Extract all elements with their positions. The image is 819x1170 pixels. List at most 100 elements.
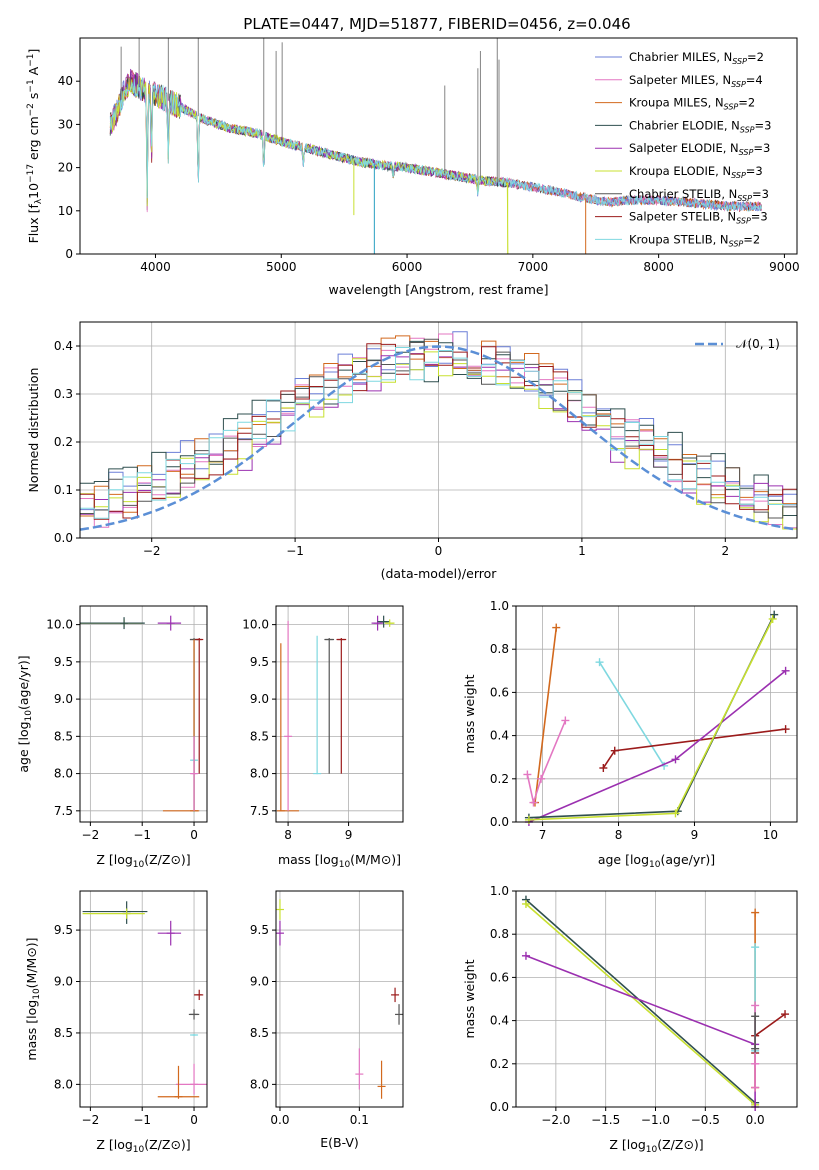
spectrum-panel: 4000 5000 6000 7000 8000 9000 0 10 20 30 40 wavelen… xyxy=(26,37,800,297)
x-tick-label: 8 xyxy=(615,828,623,842)
x-tick-label: 7000 xyxy=(518,260,549,274)
label-part: (Z/Z⊙)] xyxy=(144,852,190,867)
errorbar-point xyxy=(194,989,204,1001)
x-tick-label: 0.0 xyxy=(270,1113,289,1127)
label-part: age [log xyxy=(598,852,649,867)
errorbar-point xyxy=(355,1048,364,1090)
axes-frame xyxy=(275,890,404,1108)
y-tick-label: 0.8 xyxy=(490,927,509,941)
y-tick-label: 0.6 xyxy=(490,685,509,699)
y-tick-label: 10.0 xyxy=(46,618,73,632)
label-part: (Z/Z⊙)] xyxy=(657,1137,703,1152)
y-tick-label: 9.0 xyxy=(250,692,269,706)
label-part: Chabrier STELIB, N xyxy=(629,187,737,201)
age_vs_Z-panel: −2 −1 07.58.08.59.09.510.0Z [log10(Z/Z⊙)]a… xyxy=(16,605,208,870)
label-subscript: SSP xyxy=(724,103,739,112)
x-tick-label: 0 xyxy=(190,828,198,842)
axes-frame xyxy=(79,321,798,539)
x-tick-label: 0.1 xyxy=(350,1113,369,1127)
y-tick-label: 10.0 xyxy=(242,618,269,632)
y-tick-label: 0.4 xyxy=(490,729,509,743)
errorbar-point xyxy=(377,615,390,628)
y-tick-label: 10 xyxy=(58,204,73,218)
errorbar-point xyxy=(395,1004,404,1025)
x-tick-label: 5000 xyxy=(266,260,297,274)
y-axis-label: Normed distribution xyxy=(26,368,41,493)
label-subscript: SSP xyxy=(731,80,746,89)
errorbar-point xyxy=(190,736,199,811)
label-part: −1 xyxy=(26,79,36,92)
label-subscript: SSP xyxy=(732,57,747,66)
weight_vs_Z-panel: −2.0 −1.5 −1.0 −0.5 0.0 0.0 0.2 0.4 0.6 0.8 1.0 mas… xyxy=(462,884,798,1155)
label-part: s xyxy=(26,93,41,104)
errorbar-point xyxy=(157,920,182,946)
label-part: A xyxy=(26,66,41,79)
y-tick-label: 8.5 xyxy=(250,729,269,743)
axes-frame xyxy=(275,605,404,823)
x-tick-label: 0 xyxy=(190,1113,198,1127)
label-part: mass [log xyxy=(24,1000,39,1061)
x-tick-label: 2 xyxy=(721,544,729,558)
label-subscript: 10 xyxy=(24,710,34,722)
axes-frame xyxy=(79,890,208,1108)
errorbar-point xyxy=(275,899,284,920)
y-tick-label: 0.0 xyxy=(490,1100,509,1114)
axes-frame xyxy=(79,605,208,823)
x-tick-label: 9 xyxy=(345,828,353,842)
label-part: Z [log xyxy=(96,1137,132,1152)
y-tick-label: 9.5 xyxy=(54,923,73,937)
x-axis-label: (data-model)/error xyxy=(381,566,498,581)
age_vs_mass-panel: 8 9 7.5 8.0 8.5 9.0 9.5 10.0 mass [log10(M/M⊙)] xyxy=(242,605,404,870)
y-tick-label: 8.5 xyxy=(250,1026,269,1040)
y-tick-label: 0.0 xyxy=(54,531,73,545)
y-tick-label: 30 xyxy=(58,117,73,131)
axes-frame xyxy=(79,37,798,255)
y-tick-label: 40 xyxy=(58,74,73,88)
label-part: Flux [f xyxy=(26,204,41,244)
y-tick-label: 0.6 xyxy=(490,970,509,984)
label-part: =3 xyxy=(751,210,768,224)
label-part: Z [log xyxy=(96,852,132,867)
label-subscript: SSP xyxy=(736,217,751,226)
x-tick-label: −2.0 xyxy=(541,1113,570,1127)
legend-label: Salpeter ELODIE, NSSP=3 xyxy=(629,141,770,157)
errorbar-point xyxy=(275,920,284,946)
x-axis-label: age [log10(age/yr)] xyxy=(598,852,715,870)
x-axis-label: Z [log10(Z/Z⊙)] xyxy=(609,1137,703,1155)
y-tick-label: 0.8 xyxy=(490,642,509,656)
y-tick-label: 9.0 xyxy=(250,975,269,989)
label-part: =2 xyxy=(747,50,764,64)
legend-label: Kroupa ELODIE, NSSP=3 xyxy=(629,164,763,180)
errorbar-point xyxy=(284,620,293,811)
label-subscript: SSP xyxy=(729,239,744,248)
label-part: =3 xyxy=(753,141,770,155)
label-subscript: 10 xyxy=(133,1145,145,1155)
label-subscript: SSP xyxy=(731,171,746,180)
label-part: ] xyxy=(26,49,41,54)
x-tick-label: −2 xyxy=(143,544,161,558)
x-tick-label: 8000 xyxy=(643,260,674,274)
x-tick-label: −1.5 xyxy=(591,1113,620,1127)
label-part: =3 xyxy=(755,118,772,132)
label-subscript: 10 xyxy=(32,988,42,1000)
y-tick-label: 1.0 xyxy=(490,884,509,898)
label-part: Kroupa ELODIE, N xyxy=(629,164,731,178)
label-part: =2 xyxy=(743,232,760,246)
label-part: Salpeter ELODIE, N xyxy=(629,141,739,155)
x-tick-label: −1 xyxy=(133,828,151,842)
label-part: Chabrier ELODIE, N xyxy=(629,118,740,132)
x-axis-label: mass [log10(M/M⊙)] xyxy=(278,852,401,870)
y-tick-label: 9.0 xyxy=(54,975,73,989)
weight-line xyxy=(525,955,756,1107)
y-tick-label: 9.5 xyxy=(250,923,269,937)
x-tick-label: 4000 xyxy=(140,260,171,274)
errorbar-point xyxy=(80,617,145,630)
label-part: −2 xyxy=(26,103,36,116)
label-part: −1 xyxy=(26,54,36,67)
label-part: age [log xyxy=(16,721,31,772)
errorbar-point xyxy=(276,643,299,812)
legend-label: Salpeter MILES, NSSP=4 xyxy=(629,73,763,89)
x-tick-label: 10 xyxy=(763,828,778,842)
errorbar-point xyxy=(324,638,335,774)
